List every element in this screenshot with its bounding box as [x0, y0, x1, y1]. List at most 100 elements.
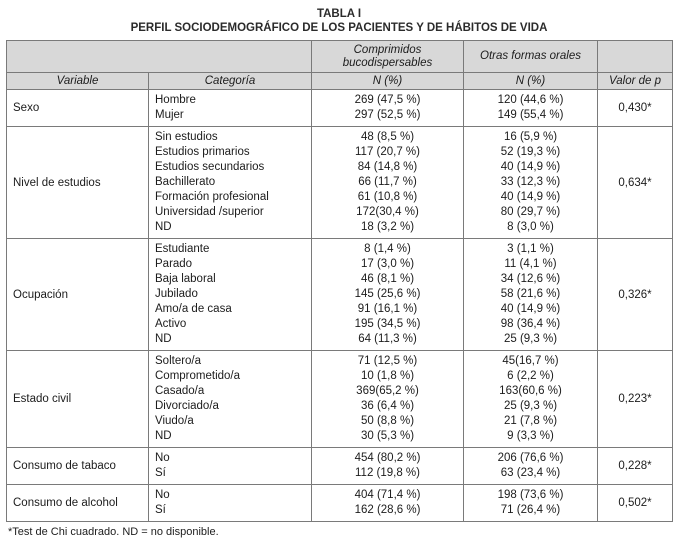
group-row: Sexo Hombre Mujer 269 (47,5 %) 297 (52,5 %) 1…: [6, 89, 673, 127]
otras-value-line: 40 (14,9 %): [500, 161, 561, 173]
p-value: 0,223*: [597, 350, 673, 448]
variable-name: Consumo de tabaco: [6, 447, 149, 485]
otras-cell: 3 (1,1 %) 11 (4,1 %) 34 (12,6 %) 58 (21,6 %…: [463, 238, 598, 351]
comprimidos-value-line: 64 (11,3 %): [358, 333, 417, 345]
comprimidos-value-line: 30 (5,3 %): [360, 430, 415, 442]
comprimidos-value-line: 10 (1,8 %): [360, 370, 415, 382]
category-line: Sí: [155, 504, 166, 516]
comprimidos-value-line: 61 (10,8 %): [357, 191, 418, 203]
otras-value-line: 21 (7,8 %): [503, 415, 558, 427]
comprimidos-value-line: 162 (28,6 %): [354, 504, 421, 516]
comprimidos-value-line: 269 (47,5 %): [354, 94, 421, 106]
comprimidos-value-line: 404 (71,4 %): [354, 489, 421, 501]
category-cell: No Sí: [148, 447, 312, 485]
category-line: Activo: [155, 318, 187, 330]
otras-value-line: 33 (12,3 %): [500, 176, 561, 188]
category-cell: Hombre Mujer: [148, 89, 312, 127]
comprimidos-value-line: 36 (6,4 %): [360, 400, 415, 412]
comprimidos-value-line: 369(65,2 %): [356, 385, 419, 397]
otras-cell: 198 (73,6 %) 71 (26,4 %): [463, 484, 598, 522]
comprimidos-cell: 404 (71,4 %) 162 (28,6 %): [311, 484, 464, 522]
p-value: 0,430*: [597, 89, 673, 127]
otras-cell: 120 (44,6 %) 149 (55,4 %): [463, 89, 598, 127]
header-category: Categoría: [148, 72, 312, 90]
comprimidos-value-line: 71 (12,5 %): [357, 355, 418, 367]
comprimidos-value-line: 297 (52,5 %): [354, 109, 421, 121]
table-number: TABLA I: [316, 8, 362, 20]
comprimidos-value-line: 18 (3,2 %): [360, 221, 415, 233]
header-empty-left: [6, 40, 312, 73]
table-title-block: TABLA I PERFIL SOCIODEMOGRÁFICO DE LOS P…: [6, 7, 672, 35]
category-line: Divorciado/a: [155, 400, 219, 412]
otras-value-line: 120 (44,6 %): [497, 94, 564, 106]
category-line: Sin estudios: [155, 131, 218, 143]
category-line: Mujer: [155, 109, 184, 121]
group-row: Estado civil Soltero/a Comprometido/a Casad…: [6, 350, 673, 448]
comprimidos-cell: 48 (8,5 %) 117 (20,7 %) 84 (14,8 %) 66 (11,…: [311, 126, 464, 239]
otras-value-line: 16 (5,9 %): [503, 131, 558, 143]
category-line: Sí: [155, 467, 166, 479]
group-row: Consumo de alcohol No Sí 404 (71,4 %) 162 (2…: [6, 484, 673, 522]
comprimidos-value-line: 195 (34,5 %): [354, 318, 421, 330]
header-n-otras: N (%): [463, 72, 598, 90]
comprimidos-cell: 71 (12,5 %) 10 (1,8 %) 369(65,2 %) 36 (6,4 …: [311, 350, 464, 448]
comprimidos-value-line: 48 (8,5 %): [360, 131, 415, 143]
header-empty-right: [597, 40, 673, 73]
sociodemographic-table: Comprimidos bucodispersables Otras forma…: [6, 40, 673, 522]
category-cell: Soltero/a Comprometido/a Casado/a Divorciad…: [148, 350, 312, 448]
category-line: Comprometido/a: [155, 370, 241, 382]
category-line: No: [155, 452, 170, 464]
p-value: 0,228*: [597, 447, 673, 485]
comprimidos-value-line: 112 (19,8 %): [355, 467, 420, 479]
otras-value-line: 63 (23,4 %): [500, 467, 561, 479]
header-row-labels: Variable Categoría N (%) N (%) Valor de …: [6, 72, 673, 90]
category-line: Universidad /superior: [155, 206, 264, 218]
comprimidos-value-line: 84 (14,8 %): [357, 161, 418, 173]
otras-cell: 206 (76,6 %) 63 (23,4 %): [463, 447, 598, 485]
header-col-otras: Otras formas orales: [463, 40, 598, 73]
group-row: Ocupación Estudiante Parado Baja laboral Jub…: [6, 238, 673, 351]
category-line: ND: [155, 430, 172, 442]
comprimidos-cell: 269 (47,5 %) 297 (52,5 %): [311, 89, 464, 127]
otras-value-line: 40 (14,9 %): [500, 191, 561, 203]
table-body: Sexo Hombre Mujer 269 (47,5 %) 297 (52,5 %) 1…: [6, 89, 673, 522]
header-variable: Variable: [6, 72, 149, 90]
otras-value-line: 25 (9,3 %): [503, 400, 558, 412]
otras-value-line: 40 (14,9 %): [500, 303, 561, 315]
otras-value-line: 58 (21,6 %): [500, 288, 561, 300]
header-row-groups: Comprimidos bucodispersables Otras forma…: [6, 40, 673, 73]
table-caption: PERFIL SOCIODEMOGRÁFICO DE LOS PACIENTES…: [130, 22, 548, 34]
otras-value-line: 45(16,7 %): [502, 355, 559, 367]
comprimidos-value-line: 91 (16,1 %): [357, 303, 418, 315]
category-line: Hombre: [155, 94, 196, 106]
comprimidos-cell: 8 (1,4 %) 17 (3,0 %) 46 (8,1 %) 145 (25,6 %…: [311, 238, 464, 351]
category-line: ND: [155, 333, 172, 345]
category-line: Formación profesional: [155, 191, 269, 203]
variable-name: Nivel de estudios: [6, 126, 149, 239]
group-row: Consumo de tabaco No Sí 454 (80,2 %) 112 (19…: [6, 447, 673, 485]
variable-name: Consumo de alcohol: [6, 484, 149, 522]
comprimidos-value-line: 46 (8,1 %): [360, 273, 415, 285]
variable-name: Ocupación: [6, 238, 149, 351]
category-line: Estudios secundarios: [155, 161, 265, 173]
variable-name: Estado civil: [6, 350, 149, 448]
otras-value-line: 9 (3,3 %): [507, 430, 554, 442]
otras-value-line: 80 (29,7 %): [500, 206, 561, 218]
comprimidos-value-line: 172(30,4 %): [356, 206, 419, 218]
category-line: ND: [155, 221, 172, 233]
otras-value-line: 52 (19,3 %): [500, 146, 561, 158]
otras-cell: 45(16,7 %) 6 (2,2 %) 163(60,6 %) 25 (9,3 %)…: [463, 350, 598, 448]
category-line: Parado: [155, 258, 193, 270]
otras-value-line: 71 (26,4 %): [500, 504, 561, 516]
footnote: *Test de Chi cuadrado. ND = no disponibl…: [8, 526, 219, 538]
otras-value-line: 11 (4,1 %): [504, 258, 557, 270]
header-p-value: Valor de p: [597, 72, 673, 90]
category-line: Estudios primarios: [155, 146, 250, 158]
category-line: Jubilado: [155, 288, 198, 300]
category-cell: Sin estudios Estudios primarios Estudios s…: [148, 126, 312, 239]
variable-name: Sexo: [6, 89, 149, 127]
header-col-comprimidos: Comprimidos bucodispersables: [311, 40, 464, 73]
category-line: Estudiante: [155, 243, 210, 255]
group-row: Nivel de estudios Sin estudios Estudios pr…: [6, 126, 673, 239]
category-line: No: [155, 489, 170, 501]
